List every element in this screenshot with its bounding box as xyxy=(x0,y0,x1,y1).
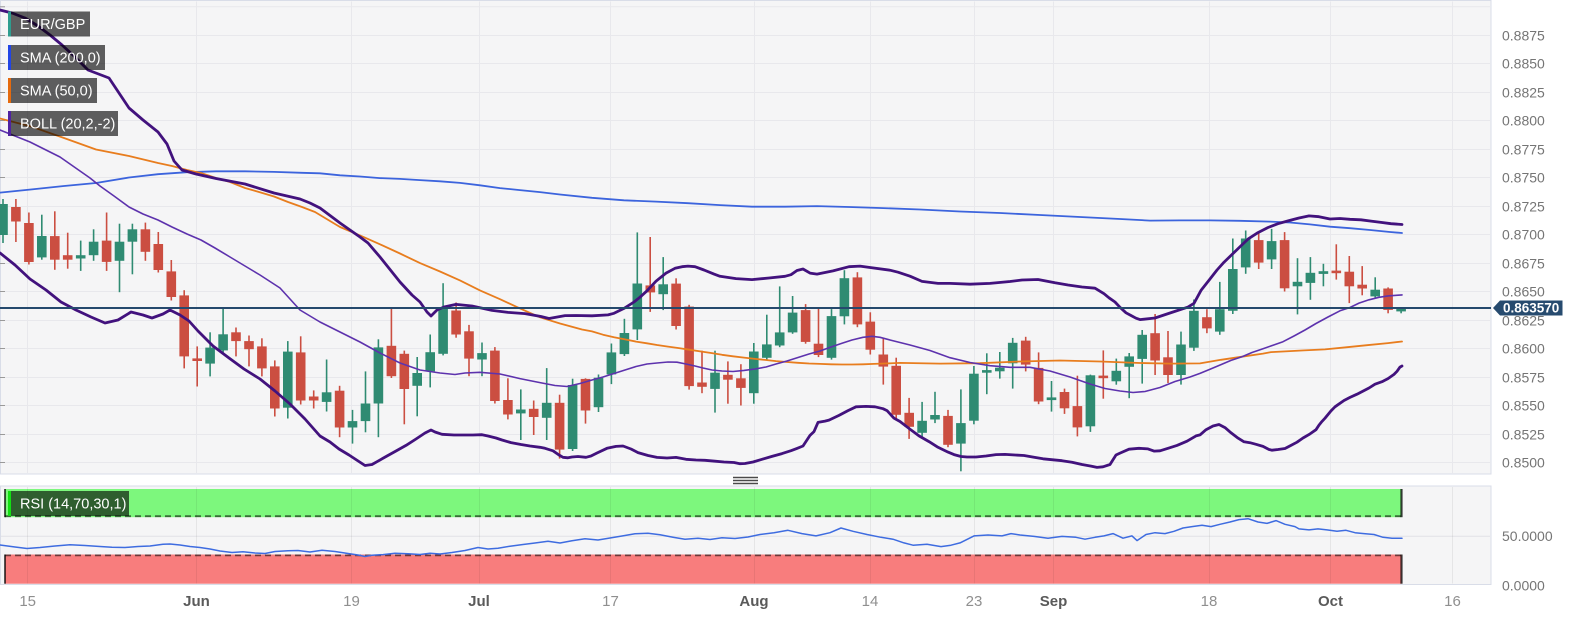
svg-text:Sep: Sep xyxy=(1040,593,1068,610)
svg-text:14: 14 xyxy=(862,593,879,610)
svg-text:EUR/GBP: EUR/GBP xyxy=(20,17,85,33)
svg-text:SMA (200,0): SMA (200,0) xyxy=(20,51,101,67)
svg-text:RSI (14,70,30,1): RSI (14,70,30,1) xyxy=(20,497,126,513)
svg-text:0.8875: 0.8875 xyxy=(1502,27,1545,43)
svg-text:18: 18 xyxy=(1201,593,1218,610)
svg-text:Jun: Jun xyxy=(183,593,210,610)
svg-text:0.8725: 0.8725 xyxy=(1502,198,1545,214)
svg-text:0.8600: 0.8600 xyxy=(1502,340,1545,356)
svg-text:0.8850: 0.8850 xyxy=(1502,55,1545,71)
svg-text:19: 19 xyxy=(343,593,360,610)
svg-text:0.8575: 0.8575 xyxy=(1502,369,1545,385)
svg-text:0.8775: 0.8775 xyxy=(1502,141,1545,157)
svg-text:0.8500: 0.8500 xyxy=(1502,454,1545,470)
svg-text:0.8750: 0.8750 xyxy=(1502,169,1545,185)
svg-text:Jul: Jul xyxy=(468,593,490,610)
svg-text:0.8675: 0.8675 xyxy=(1502,255,1545,271)
svg-text:0.8700: 0.8700 xyxy=(1502,226,1545,242)
svg-text:Oct: Oct xyxy=(1318,593,1343,610)
svg-text:15: 15 xyxy=(19,593,36,610)
svg-text:0.8550: 0.8550 xyxy=(1502,397,1545,413)
svg-text:50.0000: 50.0000 xyxy=(1502,528,1553,544)
svg-text:0.863570: 0.863570 xyxy=(1503,301,1559,316)
svg-text:0.8825: 0.8825 xyxy=(1502,84,1545,100)
svg-text:BOLL (20,2,-2): BOLL (20,2,-2) xyxy=(20,117,115,133)
svg-text:0.8650: 0.8650 xyxy=(1502,283,1545,299)
svg-text:0.8625: 0.8625 xyxy=(1502,312,1545,328)
svg-text:0.8800: 0.8800 xyxy=(1502,112,1545,128)
svg-text:16: 16 xyxy=(1444,593,1461,610)
svg-text:17: 17 xyxy=(602,593,619,610)
svg-text:SMA (50,0): SMA (50,0) xyxy=(20,84,93,100)
svg-text:23: 23 xyxy=(966,593,983,610)
svg-text:0.8525: 0.8525 xyxy=(1502,426,1545,442)
svg-text:0.0000: 0.0000 xyxy=(1502,578,1545,594)
svg-text:Aug: Aug xyxy=(739,593,768,610)
